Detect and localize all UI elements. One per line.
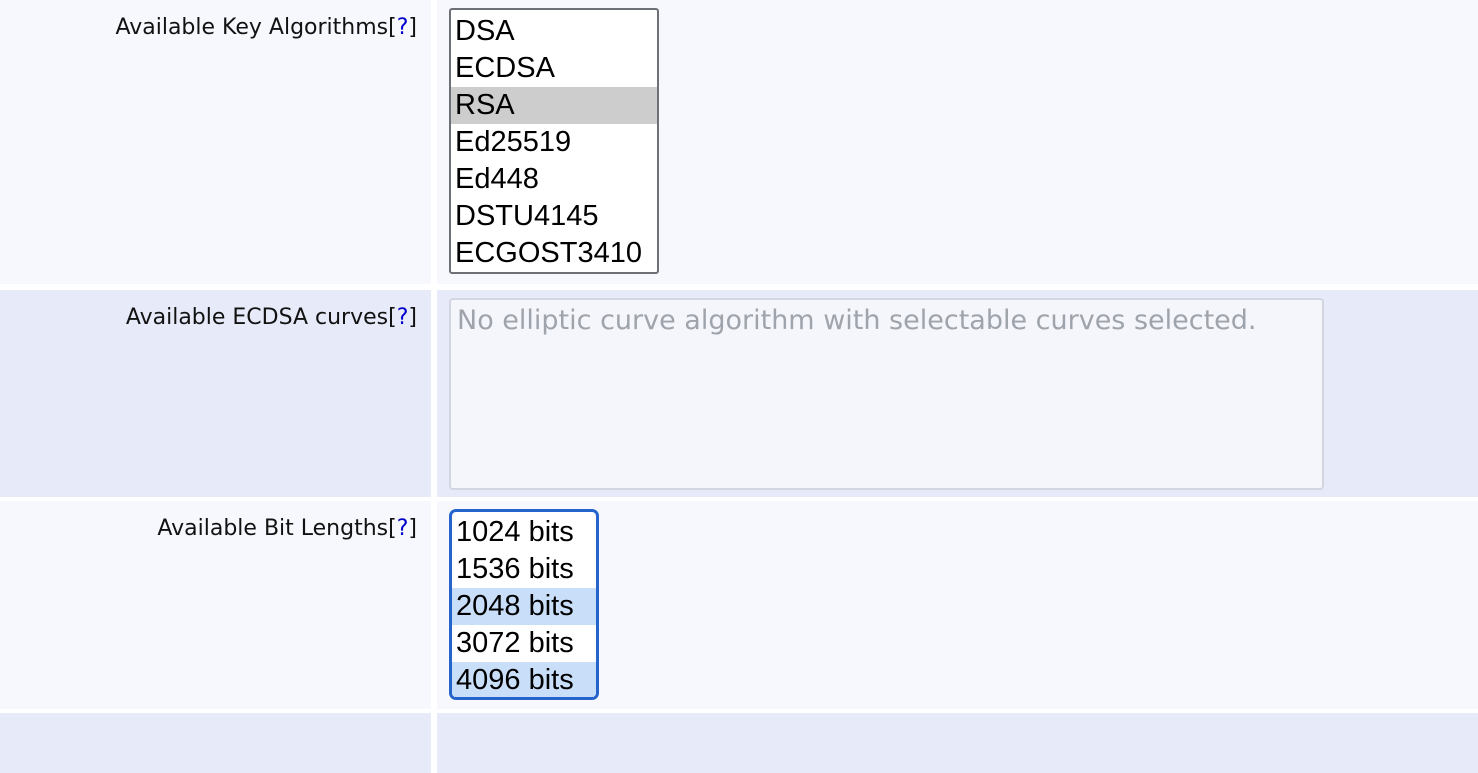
field-cell-partial [437, 713, 1478, 773]
label-cell-bit-lengths: Available Bit Lengths[?] [0, 501, 431, 709]
label-cell-ecdsa-curves: Available ECDSA curves[?] [0, 290, 431, 497]
key-algorithm-option[interactable]: ECDSA [455, 52, 555, 84]
help-bracket-close: ] [408, 305, 417, 330]
key-algorithms-listbox[interactable]: DSA ECDSA RSA Ed25519 Ed448 DSTU4145 ECGOST341… [449, 8, 659, 274]
help-bracket-open: [ [388, 305, 397, 330]
bit-lengths-listbox[interactable]: 1024 bits 1536 bits 2048 bits 3072 bits 4096… [449, 509, 599, 700]
bit-length-option[interactable]: 1024 bits [456, 516, 574, 548]
label-cell-key-algorithms: Available Key Algorithms[?] [0, 0, 431, 284]
field-label-key-algorithms: Available Key Algorithms [115, 15, 389, 40]
help-link-key-algorithms[interactable]: ? [396, 15, 409, 40]
help-bracket-open: [ [388, 15, 397, 40]
key-algorithm-option[interactable]: DSA [455, 15, 515, 47]
row-available-key-algorithms: Available Key Algorithms[?] DSA ECDSA RSA E… [0, 0, 1478, 284]
field-cell-ecdsa-curves: No elliptic curve algorithm with selecta… [437, 290, 1478, 497]
row-next-partial [0, 713, 1478, 773]
field-cell-bit-lengths: 1024 bits 1536 bits 2048 bits 3072 bits 4096… [437, 501, 1478, 709]
key-algorithm-option[interactable]: ECGOST3410 [455, 237, 642, 269]
bit-length-option[interactable]: 1536 bits [456, 553, 574, 585]
label-cell-partial [0, 713, 431, 773]
key-algorithm-option[interactable]: DSTU4145 [455, 200, 599, 232]
help-bracket-close: ] [408, 15, 417, 40]
ecdsa-curves-listbox-disabled: No elliptic curve algorithm with selecta… [449, 298, 1324, 490]
row-available-bit-lengths: Available Bit Lengths[?] 1024 bits 1536 b… [0, 501, 1478, 709]
key-algorithm-option[interactable]: RSA [451, 87, 657, 124]
help-bracket-close: ] [408, 516, 417, 541]
bit-length-option[interactable]: 4096 bits [452, 662, 596, 697]
help-link-bit-lengths[interactable]: ? [396, 516, 409, 541]
row-available-ecdsa-curves: Available ECDSA curves[?] No elliptic cu… [0, 290, 1478, 497]
help-link-ecdsa-curves[interactable]: ? [396, 305, 409, 330]
help-bracket-open: [ [388, 516, 397, 541]
key-algorithm-option[interactable]: Ed25519 [455, 126, 572, 158]
bit-length-option[interactable]: 3072 bits [456, 627, 574, 659]
bit-length-option[interactable]: 2048 bits [452, 588, 596, 625]
field-cell-key-algorithms: DSA ECDSA RSA Ed25519 Ed448 DSTU4145 ECGOST341… [437, 0, 1478, 284]
field-label-bit-lengths: Available Bit Lengths [157, 516, 389, 541]
key-algorithm-option[interactable]: Ed448 [455, 163, 539, 195]
field-label-ecdsa-curves: Available ECDSA curves [125, 305, 389, 330]
